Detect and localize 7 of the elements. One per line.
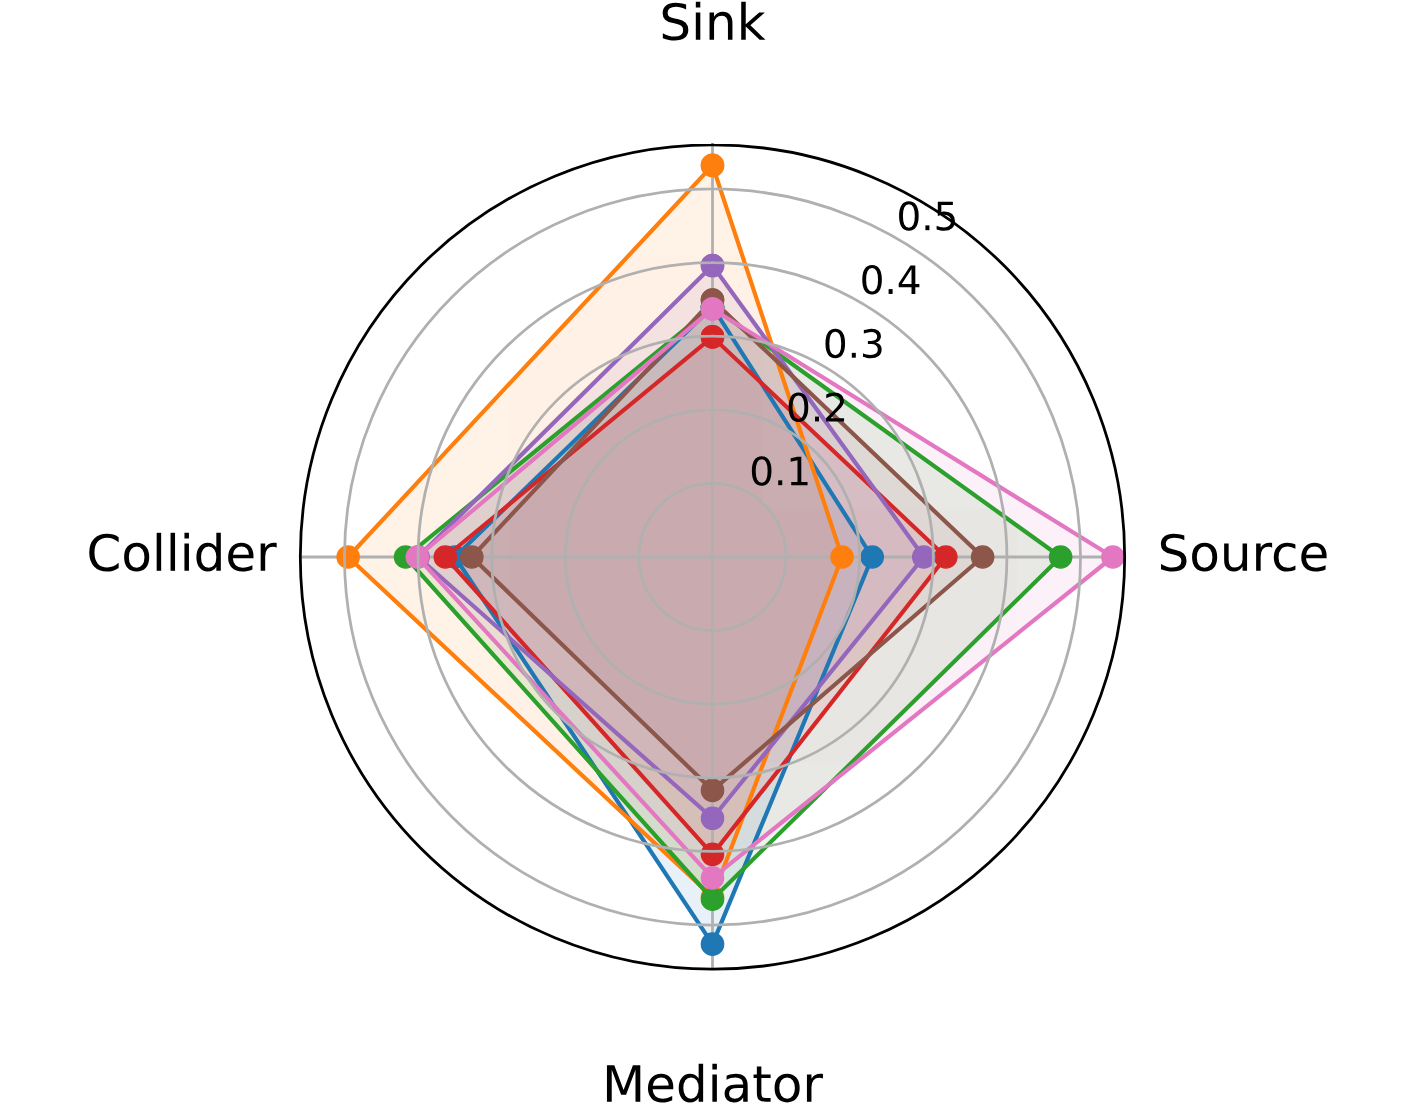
spoke-label: Source: [1160, 533, 1327, 572]
spoke-label: Collider: [89, 532, 277, 572]
y-tick-label: 0.1: [751, 456, 808, 486]
y-tick-label: 0.4: [862, 265, 920, 295]
spoke-label: Mediator: [606, 1063, 823, 1103]
spoke-label: Sink: [662, 1, 766, 41]
y-tick-label: 0.3: [825, 328, 882, 359]
